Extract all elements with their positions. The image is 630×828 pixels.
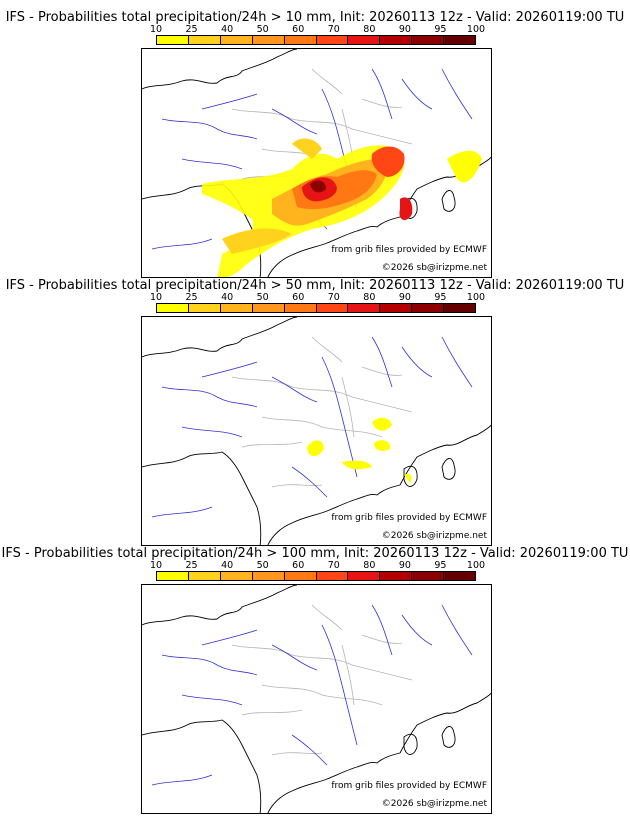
panel-title: IFS - Probabilities total precipitation/… xyxy=(1,546,629,561)
region-borders xyxy=(231,604,413,756)
panel-10mm: IFS - Probabilities total precipitation/… xyxy=(0,0,630,278)
source-credit: from grib files provided by ECMWF xyxy=(331,513,487,523)
colorbar-segment xyxy=(380,572,413,580)
colorbar-tick-label: 10 xyxy=(149,292,163,303)
colorbar-tick-label: 60 xyxy=(292,24,305,35)
colorbar-segment xyxy=(444,572,476,580)
colorbar-tick-label: 40 xyxy=(221,560,234,571)
colorbar-tick-label: 40 xyxy=(221,292,234,303)
colorbar-tick-label: 100 xyxy=(466,560,486,571)
colorbar-tick-label: 70 xyxy=(327,292,340,303)
colorbar-tick-label: 90 xyxy=(398,24,411,35)
colorbar-segment xyxy=(444,304,476,312)
colorbar-segment xyxy=(157,36,189,44)
rivers xyxy=(151,604,473,786)
colorbar-tick-label: 90 xyxy=(398,560,411,571)
colorbar-segment xyxy=(348,572,381,580)
colorbar-tick-label: 80 xyxy=(363,292,376,303)
map-svg xyxy=(142,317,491,545)
region-borders xyxy=(231,336,413,488)
colorbar xyxy=(156,303,476,313)
colorbar-segment xyxy=(412,304,445,312)
colorbar-tick-label: 25 xyxy=(185,560,198,571)
colorbar-segment xyxy=(284,572,317,580)
colorbar-segment xyxy=(380,36,413,44)
precip-field xyxy=(202,138,482,277)
coastline xyxy=(142,585,491,813)
probability-map: from grib files provided by ECMWF ©2026 … xyxy=(141,48,492,278)
colorbar-segment xyxy=(188,572,221,580)
probability-map: from grib files provided by ECMWF ©2026 … xyxy=(141,584,492,814)
colorbar-segment xyxy=(444,36,476,44)
colorbar-segment xyxy=(316,304,349,312)
colorbar-segment xyxy=(157,572,189,580)
colorbar-segment xyxy=(316,36,349,44)
colorbar-tick-label: 80 xyxy=(363,24,376,35)
colorbar-segment xyxy=(252,572,285,580)
colorbar-segment xyxy=(252,36,285,44)
colorbar-segment xyxy=(412,36,445,44)
colorbar-segment xyxy=(284,36,317,44)
colorbar-segment xyxy=(188,304,221,312)
colorbar-tick-label: 100 xyxy=(466,24,486,35)
colorbar-tick-label: 25 xyxy=(185,292,198,303)
colorbar-tick-label: 60 xyxy=(292,292,305,303)
colorbar-tick-label: 50 xyxy=(256,560,269,571)
colorbar-segment xyxy=(220,572,253,580)
colorbar-tick-label: 100 xyxy=(466,292,486,303)
source-credit: from grib files provided by ECMWF xyxy=(331,781,487,791)
colorbar-segment xyxy=(348,36,381,44)
colorbar-segment xyxy=(220,304,253,312)
colorbar-tick-label: 25 xyxy=(185,24,198,35)
colorbar xyxy=(156,571,476,581)
panel-50mm: IFS - Probabilities total precipitation/… xyxy=(0,268,630,546)
copyright: ©2026 sb@irizpme.net xyxy=(381,799,487,809)
colorbar-tick-label: 10 xyxy=(149,560,163,571)
colorbar-segment xyxy=(252,304,285,312)
colorbar-tick-label: 10 xyxy=(149,24,163,35)
colorbar-tick-label: 95 xyxy=(434,292,447,303)
colorbar-ticks: 10 25 40 50 60 70 80 90 95 100 xyxy=(150,560,485,572)
colorbar-segment xyxy=(316,572,349,580)
colorbar-segment xyxy=(220,36,253,44)
coastline xyxy=(142,317,491,545)
map-svg xyxy=(142,585,491,813)
colorbar-segment xyxy=(284,304,317,312)
colorbar-segment xyxy=(348,304,381,312)
colorbar-segment xyxy=(157,304,189,312)
colorbar-tick-label: 95 xyxy=(434,24,447,35)
colorbar-tick-label: 60 xyxy=(292,560,305,571)
colorbar-segment xyxy=(412,572,445,580)
copyright: ©2026 sb@irizpme.net xyxy=(381,263,487,273)
colorbar-tick-label: 70 xyxy=(327,560,340,571)
colorbar-tick-label: 70 xyxy=(327,24,340,35)
colorbar-tick-label: 50 xyxy=(256,24,269,35)
precip-field xyxy=(307,417,412,483)
colorbar-tick-label: 95 xyxy=(434,560,447,571)
colorbar-tick-label: 40 xyxy=(221,24,234,35)
map-svg xyxy=(142,49,491,277)
rivers xyxy=(151,68,473,250)
colorbar-tick-label: 90 xyxy=(398,292,411,303)
rivers xyxy=(151,336,473,518)
source-credit: from grib files provided by ECMWF xyxy=(331,245,487,255)
panel-title: IFS - Probabilities total precipitation/… xyxy=(5,278,625,293)
colorbar-tick-label: 80 xyxy=(363,560,376,571)
probability-map: from grib files provided by ECMWF ©2026 … xyxy=(141,316,492,546)
colorbar-segment xyxy=(188,36,221,44)
panel-title: IFS - Probabilities total precipitation/… xyxy=(5,10,625,25)
panel-100mm: IFS - Probabilities total precipitation/… xyxy=(0,536,630,814)
colorbar-ticks: 10 25 40 50 60 70 80 90 95 100 xyxy=(150,24,485,36)
copyright: ©2026 sb@irizpme.net xyxy=(381,531,487,541)
colorbar-tick-label: 50 xyxy=(256,292,269,303)
colorbar xyxy=(156,35,476,45)
colorbar-segment xyxy=(380,304,413,312)
colorbar-ticks: 10 25 40 50 60 70 80 90 95 100 xyxy=(150,292,485,304)
